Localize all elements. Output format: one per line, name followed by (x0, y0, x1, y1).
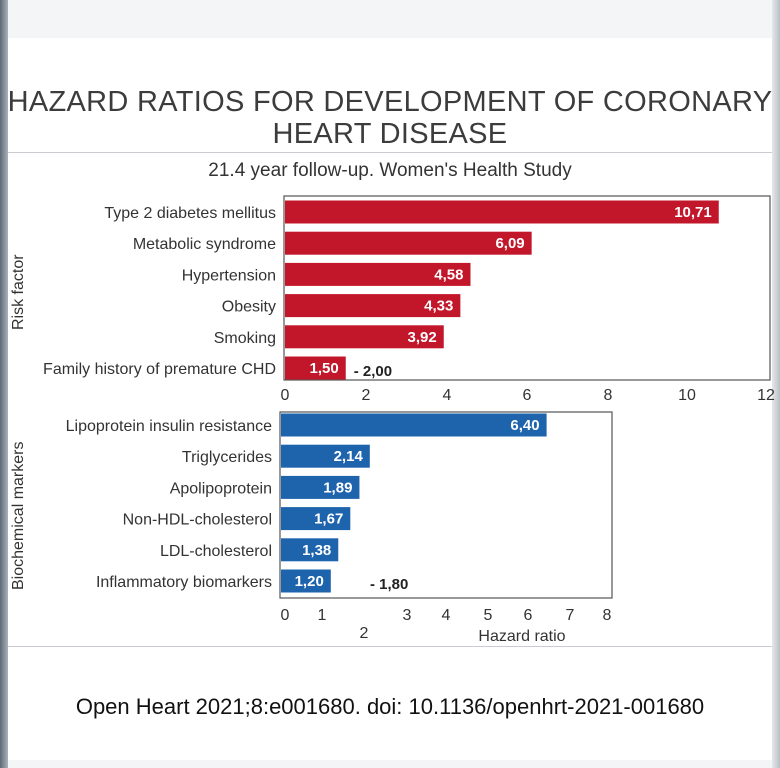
marker-category-label-triglycerides: Triglycerides (182, 449, 272, 466)
risk-bar-family-history-of-premature-chd (285, 356, 346, 380)
marker-value-label-triglycerides: 2,14 (334, 448, 364, 465)
risk-x-tick-0: 0 (281, 387, 290, 404)
risk-bar-obesity (285, 294, 461, 318)
risk-bar-smoking (285, 325, 444, 349)
marker-x-tick-3: 3 (403, 607, 412, 624)
chart-title: HAZARD RATIOS FOR DEVELOPMENT OF CORONAR… (0, 86, 780, 150)
risk-bar-type-2-diabetes-mellitus (285, 200, 719, 224)
risk-x-tick-6: 6 (523, 387, 532, 404)
risk-x-tick-10: 10 (678, 387, 696, 404)
marker-x-tick-2: 2 (360, 625, 369, 642)
risk-category-label-family-history-of-premature-chd: Family history of premature CHD (43, 361, 276, 378)
marker-x-tick-0: 0 (281, 607, 290, 624)
citation-text: Open Heart 2021;8:e001680. doi: 10.1136/… (75, 694, 705, 719)
marker-bar-inflammatory-biomarkers (281, 569, 331, 593)
marker-bar-apolipoprotein (281, 475, 360, 499)
title-divider (8, 152, 772, 153)
risk-x-tick-12: 12 (757, 387, 775, 404)
risk-value-label-family-history-of-premature-chd: 1,50 (310, 360, 339, 377)
marker-value-label-ldl-cholesterol: 1,38 (302, 542, 331, 559)
marker-x-axis-title: Hazard ratio (478, 628, 565, 645)
marker-x-tick-4: 4 (442, 607, 451, 624)
risk-x-tick-4: 4 (443, 387, 452, 404)
risk-category-label-smoking: Smoking (214, 330, 276, 347)
risk-value-label-metabolic-syndrome: 6,09 (495, 235, 524, 252)
marker-x-tick-8: 8 (603, 607, 612, 624)
risk-bar-metabolic-syndrome (285, 231, 532, 255)
risk-category-label-hypertension: Hypertension (182, 267, 276, 284)
marker-bar-lipoprotein-insulin-resistance (281, 413, 547, 437)
risk-bar-hypertension (285, 262, 471, 286)
marker-annotation-inflammatory-biomarkers: - 1,80 (370, 576, 408, 593)
risk-plot-frame (283, 195, 771, 381)
marker-category-label-non-hdl-cholesterol: Non-HDL-cholesterol (123, 512, 272, 529)
risk-category-label-obesity: Obesity (222, 299, 276, 316)
chart-card (8, 38, 772, 760)
chart-title-line-2: HEART DISEASE (272, 118, 508, 150)
risk-value-label-type-2-diabetes-mellitus: 10,71 (674, 204, 712, 221)
marker-value-label-non-hdl-cholesterol: 1,67 (314, 511, 343, 528)
marker-bar-triglycerides (281, 444, 370, 468)
risk-value-label-smoking: 3,92 (408, 329, 437, 346)
marker-category-label-ldl-cholesterol: LDL-cholesterol (160, 543, 272, 560)
citation-divider (8, 646, 772, 647)
risk-x-tick-2: 2 (362, 387, 371, 404)
chart-subtitle: 21.4 year follow-up. Women's Health Stud… (208, 160, 572, 181)
chart-title-line-1: HAZARD RATIOS FOR DEVELOPMENT OF CORONAR… (7, 86, 773, 118)
risk-category-label-metabolic-syndrome: Metabolic syndrome (133, 236, 276, 253)
marker-value-label-inflammatory-biomarkers: 1,20 (295, 573, 324, 590)
marker-x-tick-7: 7 (566, 607, 575, 624)
marker-category-label-inflammatory-biomarkers: Inflammatory biomarkers (96, 574, 272, 591)
risk-category-label-type-2-diabetes-mellitus: Type 2 diabetes mellitus (104, 205, 276, 222)
risk-value-label-obesity: 4,33 (424, 298, 453, 315)
marker-plot-frame (279, 411, 613, 599)
marker-value-label-lipoprotein-insulin-resistance: 6,40 (510, 417, 539, 434)
risk-x-tick-8: 8 (604, 387, 613, 404)
risk-value-label-hypertension: 4,58 (434, 266, 463, 283)
background-left-edge (0, 0, 8, 768)
risk-annotation-family-history-of-premature-chd: - 2,00 (354, 363, 392, 380)
marker-value-label-apolipoprotein: 1,89 (323, 479, 352, 496)
marker-x-tick-5: 5 (484, 607, 493, 624)
marker-category-label-lipoprotein-insulin-resistance: Lipoprotein insulin resistance (66, 418, 272, 435)
marker-bar-non-hdl-cholesterol (281, 507, 351, 531)
marker-category-label-apolipoprotein: Apolipoprotein (170, 480, 272, 497)
marker-x-tick-6: 6 (524, 607, 533, 624)
marker-bar-ldl-cholesterol (281, 538, 339, 562)
background-right-edge (772, 0, 780, 768)
marker-x-tick-1: 1 (318, 607, 327, 624)
